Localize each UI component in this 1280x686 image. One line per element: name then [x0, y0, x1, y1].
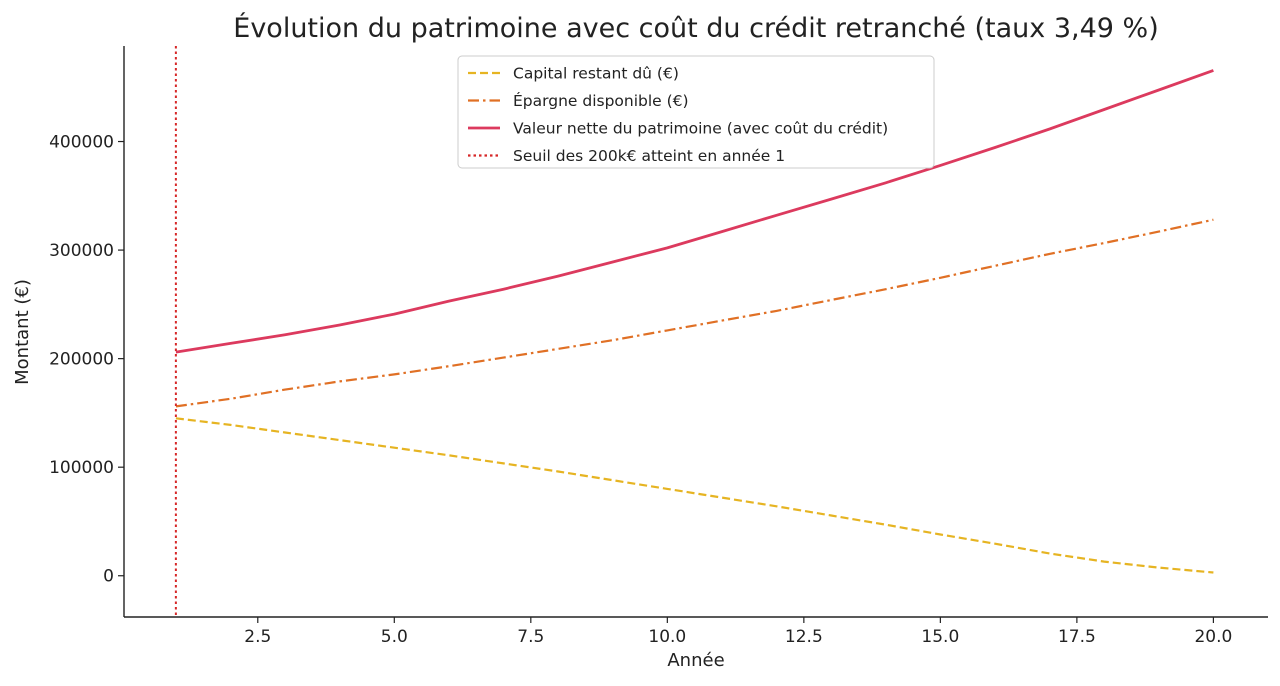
legend-frame	[457, 55, 935, 169]
x-tick-label: 10.0	[648, 627, 686, 647]
x-tick-label: 20.0	[1194, 627, 1232, 647]
legend-label: Épargne disponible (€)	[513, 91, 689, 110]
y-tick-label: 200000	[49, 350, 114, 370]
x-tick-label: 2.5	[244, 627, 271, 647]
x-tick-label: 5.0	[381, 627, 408, 647]
chart-title: Évolution du patrimoine avec coût du cré…	[233, 12, 1158, 44]
plot-area	[174, 46, 1214, 617]
x-axis-ticks: 2.5 5.0 7.5 10.0 12.5 15.0 17.5 20.0	[244, 617, 1232, 647]
legend-label: Seuil des 200k€ atteint en année 1	[513, 147, 785, 165]
series-line-2	[175, 218, 1214, 408]
y-tick-label: 0	[103, 567, 114, 587]
x-axis-label: Année	[667, 650, 724, 671]
legend-label: Capital restant dû (€)	[513, 65, 679, 83]
x-tick-label: 7.5	[517, 627, 544, 647]
x-tick-label: 12.5	[785, 627, 823, 647]
x-tick-label: 17.5	[1058, 627, 1096, 647]
x-tick-label: 15.0	[921, 627, 959, 647]
legend-label: Valeur nette du patrimoine (avec coût du…	[513, 120, 888, 138]
y-axis-ticks: 0 100000 200000 300000 400000	[49, 133, 124, 587]
legend: Capital restant dû (€) Épargne disponible…	[457, 55, 935, 169]
y-tick-label: 300000	[49, 241, 114, 261]
series-line-1	[175, 417, 1214, 574]
y-tick-label: 100000	[49, 458, 114, 478]
y-tick-label: 400000	[49, 133, 114, 153]
series-line-3	[175, 69, 1214, 354]
y-axis-label: Montant (€)	[12, 279, 33, 385]
legend-entries: Capital restant dû (€) Épargne disponible…	[468, 65, 888, 165]
